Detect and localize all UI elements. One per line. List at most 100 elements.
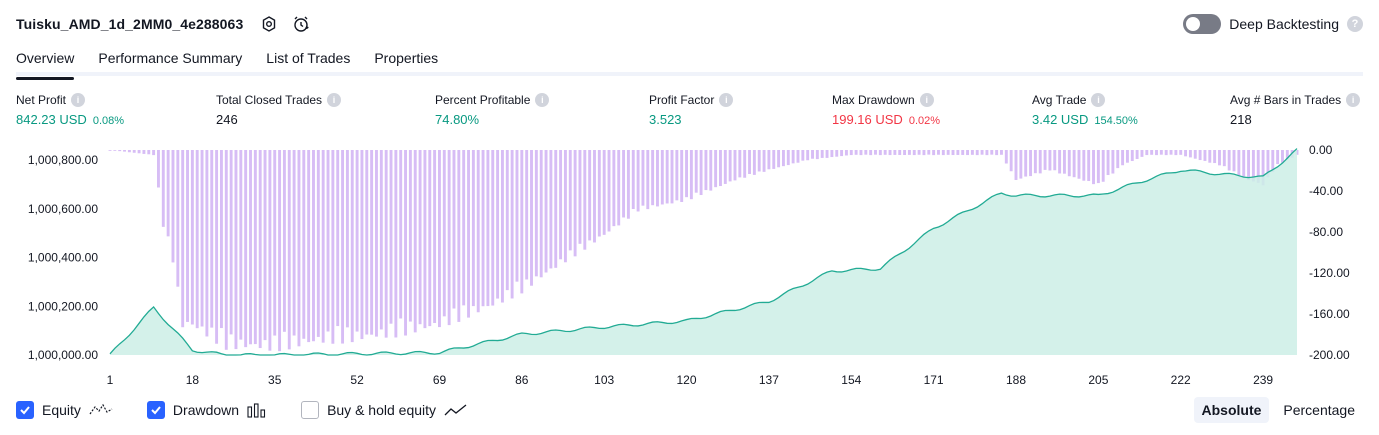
x-axis: 1 18 35 52 69 86 103 120 137 154 171 188 205 222 239 xyxy=(107,373,1274,387)
left-axis: 1,000,000.00 1,000,200.00 1,000,400.00 1,00… xyxy=(28,153,98,362)
drawdown-bar xyxy=(1193,150,1197,159)
drawdown-bar xyxy=(651,150,655,206)
drawdown-bar xyxy=(404,150,407,336)
drawdown-bar xyxy=(1004,150,1008,164)
drawdown-bar xyxy=(273,150,277,336)
drawdown-bar xyxy=(786,150,790,166)
info-icon[interactable]: i xyxy=(535,93,550,107)
info-icon[interactable]: i xyxy=(919,93,934,107)
drawdown-bar xyxy=(1140,150,1144,157)
legend-drawdown[interactable]: Drawdown xyxy=(146,401,267,419)
drawdown-bar xyxy=(602,150,606,235)
percentage-button[interactable]: Percentage xyxy=(1283,402,1355,418)
drawdown-bar xyxy=(888,150,892,156)
drawdown-bar xyxy=(268,150,272,351)
tab-bar: Overview Performance Summary List of Tra… xyxy=(16,44,1363,80)
drawdown-bar xyxy=(578,150,582,244)
drawdown-bar xyxy=(975,150,979,156)
drawdown-bar xyxy=(336,150,340,327)
tab-overview[interactable]: Overview xyxy=(16,44,75,80)
right-axis-tick: -40.00 xyxy=(1309,184,1343,198)
drawdown-bar xyxy=(937,150,940,155)
drawdown-bar xyxy=(302,150,306,339)
deep-backtesting-toggle[interactable] xyxy=(1183,14,1222,34)
drawdown-bar xyxy=(583,150,587,250)
help-icon[interactable]: ? xyxy=(1347,16,1363,32)
drawdown-bar xyxy=(1169,150,1173,155)
drawdown-bar xyxy=(699,150,703,196)
info-icon[interactable]: i xyxy=(1091,93,1106,107)
buy-hold-checkbox[interactable] xyxy=(301,401,320,419)
drawdown-bar xyxy=(801,150,805,161)
drawdown-bar xyxy=(1203,150,1207,161)
info-icon[interactable]: i xyxy=(71,93,86,107)
metric-value: 842.23 USD xyxy=(16,112,87,127)
drawdown-bar xyxy=(423,150,427,329)
drawdown-bar xyxy=(312,150,315,342)
drawdown-bar xyxy=(685,150,688,198)
drawdown-bar xyxy=(1082,150,1086,181)
drawdown-bar xyxy=(1053,150,1057,171)
drawdown-bar xyxy=(1033,150,1037,174)
drawdown-bar xyxy=(1266,150,1270,178)
drawdown-bar xyxy=(1150,150,1154,155)
drawdown-bar xyxy=(689,150,693,200)
drawdown-bar xyxy=(500,150,504,303)
legend-buy-hold[interactable]: Buy & hold equity xyxy=(301,401,468,419)
alert-clock-icon[interactable] xyxy=(291,14,311,34)
drawdown-bar xyxy=(646,150,650,210)
info-icon[interactable]: i xyxy=(719,93,734,107)
drawdown-checkbox[interactable] xyxy=(146,401,165,419)
equity-checkbox[interactable] xyxy=(16,401,34,419)
equity-drawdown-chart[interactable]: 1,000,000.00 1,000,200.00 1,000,400.00 1,00… xyxy=(0,138,1379,390)
drawdown-bar xyxy=(1174,150,1178,156)
drawdown-bar xyxy=(917,150,921,155)
drawdown-bar xyxy=(1077,150,1081,179)
left-axis-tick: 1,000,600.00 xyxy=(28,202,98,216)
drawdown-bar xyxy=(714,150,718,188)
drawdown-bar xyxy=(219,150,223,329)
drawdown-bar xyxy=(660,150,664,205)
info-icon[interactable]: i xyxy=(327,93,342,107)
drawdown-bar xyxy=(113,150,117,151)
metric-value: 199.16 USD xyxy=(832,112,903,127)
drawdown-bar xyxy=(442,150,446,317)
drawdown-bar xyxy=(757,150,761,172)
drawdown-bar xyxy=(874,150,877,155)
drawdown-bar xyxy=(563,150,567,263)
x-axis-tick: 18 xyxy=(186,373,200,387)
legend-label: Equity xyxy=(42,402,81,418)
drawdown-bar xyxy=(287,150,291,350)
drawdown-bar xyxy=(1062,150,1066,174)
tab-properties[interactable]: Properties xyxy=(374,50,439,66)
drawdown-bar xyxy=(811,150,814,159)
drawdown-bar xyxy=(142,150,146,154)
right-axis-tick: -200.00 xyxy=(1309,348,1350,362)
drawdown-bar xyxy=(815,150,819,160)
drawdown-bar xyxy=(859,150,863,156)
tab-performance-summary[interactable]: Performance Summary xyxy=(98,50,243,66)
drawdown-bar xyxy=(907,150,911,155)
legend-equity[interactable]: Equity xyxy=(16,401,113,419)
tab-list-of-trades[interactable]: List of Trades xyxy=(266,50,351,66)
drawdown-bar xyxy=(1029,150,1032,177)
metric-label: Net Profit xyxy=(16,93,67,107)
x-axis-tick: 222 xyxy=(1171,373,1191,387)
drawdown-bar xyxy=(176,150,180,287)
metric-label: Total Closed Trades xyxy=(216,93,323,107)
drawdown-bar xyxy=(205,150,209,337)
drawdown-bar xyxy=(1087,150,1091,182)
drawdown-bar xyxy=(777,150,781,168)
info-icon[interactable]: i xyxy=(1346,93,1361,107)
drawdown-bar xyxy=(932,150,936,156)
metric-net-profit: Net Profit i 842.23 USD 0.08% xyxy=(16,93,124,127)
settings-icon[interactable] xyxy=(259,14,279,34)
drawdown-bar xyxy=(297,150,301,347)
drawdown-bar xyxy=(1101,150,1105,182)
drawdown-bar xyxy=(510,150,514,299)
drawdown-bar xyxy=(166,150,170,237)
drawdown-bar xyxy=(854,150,858,155)
absolute-button[interactable]: Absolute xyxy=(1193,397,1270,423)
drawdown-bar xyxy=(447,150,451,326)
metric-label: Percent Profitable xyxy=(435,93,531,107)
